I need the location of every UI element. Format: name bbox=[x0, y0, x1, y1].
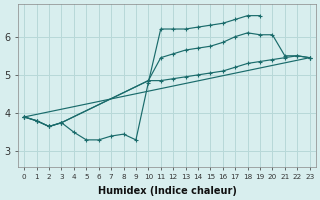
X-axis label: Humidex (Indice chaleur): Humidex (Indice chaleur) bbox=[98, 186, 236, 196]
